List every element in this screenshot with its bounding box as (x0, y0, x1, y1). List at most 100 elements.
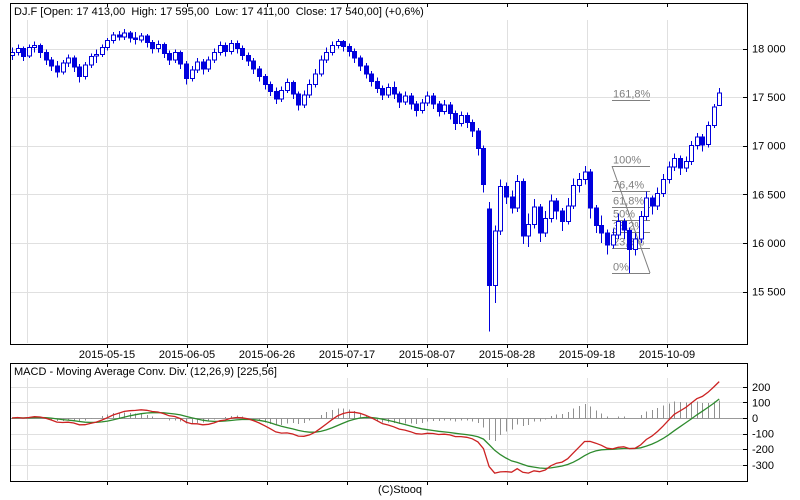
candle-body (16, 48, 21, 53)
candle-body (173, 51, 178, 61)
macd-histogram (34, 400, 720, 441)
candle-body (566, 205, 571, 223)
candles-group (10, 29, 722, 332)
candle-body (319, 59, 324, 75)
candle-body (521, 181, 526, 237)
candle-body (655, 192, 660, 207)
candle-body (375, 81, 380, 89)
candle-body (167, 52, 172, 61)
candle-body (55, 65, 60, 73)
candle-body (369, 73, 374, 83)
candle-body (538, 206, 543, 234)
date-axis-label: 2015-05-15 (79, 349, 135, 361)
candle-body (717, 92, 722, 106)
candle-body (246, 54, 251, 62)
candle-body (229, 43, 234, 52)
candle-body (510, 196, 515, 209)
macd-line (11, 381, 720, 474)
price-axis-label: 16 000 (752, 238, 786, 250)
candle-body (583, 171, 588, 181)
macd-axis-label: 100 (752, 397, 770, 409)
candle-body (571, 185, 576, 207)
candle-body (639, 216, 644, 240)
candle-body (139, 35, 144, 41)
fib-level-label: 161,8% (613, 89, 651, 101)
candle-body (476, 130, 481, 150)
price-axis-label: 18 000 (752, 44, 786, 56)
candle-body (38, 45, 43, 53)
candle-body (442, 104, 447, 113)
candle-body (425, 95, 430, 104)
candle-body (622, 221, 627, 231)
candle-body (554, 200, 559, 212)
macd-axis-label: -200 (752, 444, 774, 456)
candle-body (72, 57, 77, 68)
candle-body (437, 103, 442, 113)
candle-body (532, 206, 537, 225)
candle-body (627, 229, 632, 251)
candle-body (251, 60, 256, 70)
candle-body (206, 59, 211, 70)
date-axis-label: 2015-09-18 (559, 349, 615, 361)
candle-body (77, 66, 82, 78)
candle-body (195, 61, 200, 71)
candle-body (358, 57, 363, 67)
candle-body (667, 166, 672, 181)
date-axis-label: 2015-08-07 (399, 349, 455, 361)
candle-body (347, 46, 352, 52)
candle-body (644, 197, 649, 218)
candle-body (61, 62, 66, 73)
date-axis-label: 2015-06-26 (239, 349, 295, 361)
axis-labels: 18 000 17 500 17 000 16 500 16 000 15 500 200 1… (79, 44, 786, 472)
candle-body (83, 64, 88, 78)
candle-body (279, 89, 284, 100)
candle-body (695, 136, 700, 147)
candle-body (470, 121, 475, 132)
candle-body (594, 207, 599, 226)
candle-body (21, 48, 26, 57)
candle-body (268, 84, 273, 92)
candle-body (313, 73, 318, 86)
candle-body (577, 179, 582, 186)
candle-body (453, 113, 458, 124)
candle-body (706, 124, 711, 146)
candle-body (94, 53, 99, 57)
macd-signal-line (11, 398, 720, 470)
candle-body (481, 148, 486, 186)
candle-body (560, 210, 565, 223)
candle-body (240, 48, 245, 56)
candle-body (307, 84, 312, 96)
candle-body (397, 93, 402, 103)
candle-body (599, 224, 604, 234)
chart-title: DJ.F [Open: 17 413,00 High: 17 595,00 Lo… (14, 6, 424, 18)
candle-body (515, 181, 520, 209)
candle-body (700, 136, 705, 146)
candle-body (431, 95, 436, 105)
candle-body (296, 93, 301, 106)
candle-body (291, 82, 296, 95)
date-axis-label: 2015-10-09 (639, 349, 695, 361)
candle-body (364, 65, 369, 75)
price-axis-label: 17 000 (752, 141, 786, 153)
panel-frames (10, 3, 748, 485)
candle-body (498, 186, 503, 232)
candle-body (459, 115, 464, 124)
candle-body (49, 59, 54, 67)
candle-body (465, 115, 470, 123)
candle-body (184, 63, 189, 80)
macd-axis-label: 200 (752, 382, 770, 394)
candle-body (493, 230, 498, 287)
candle-body (504, 186, 509, 198)
date-axis-label: 2015-06-05 (159, 349, 215, 361)
candle-body (302, 94, 307, 106)
candle-body (611, 234, 616, 246)
price-axis-label: 17 500 (752, 92, 786, 104)
candle-body (448, 104, 453, 115)
candle-body (105, 40, 110, 49)
candle-body (341, 41, 346, 48)
candle-body (128, 32, 133, 39)
candle-body (324, 51, 329, 61)
candle-body (650, 197, 655, 207)
candle-body (605, 232, 610, 246)
